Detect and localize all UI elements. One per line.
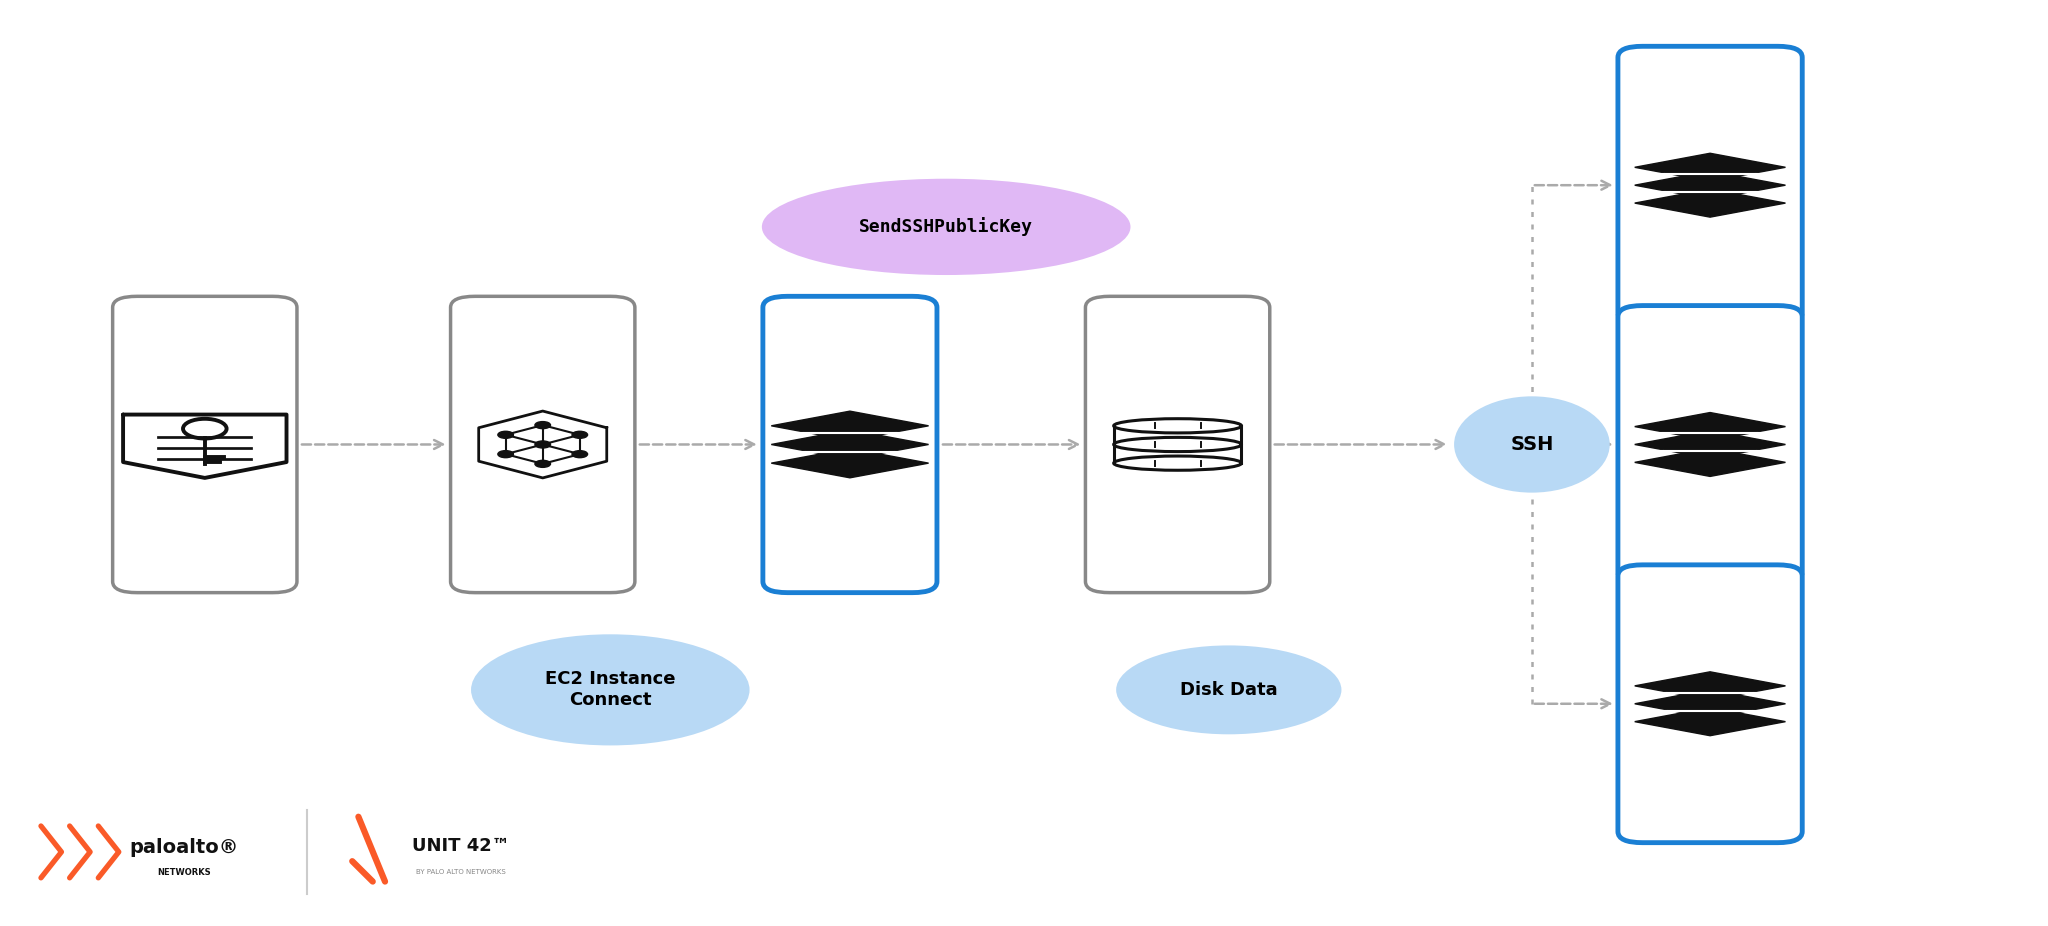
Text: SendSSHPublicKey: SendSSHPublicKey — [860, 218, 1032, 236]
Ellipse shape — [1116, 645, 1341, 734]
FancyBboxPatch shape — [113, 296, 297, 593]
Polygon shape — [1634, 707, 1786, 735]
Ellipse shape — [1454, 396, 1610, 493]
Polygon shape — [1634, 690, 1786, 718]
Circle shape — [571, 451, 588, 457]
Ellipse shape — [762, 179, 1130, 275]
Polygon shape — [772, 411, 928, 441]
Text: SSH: SSH — [1509, 435, 1554, 454]
Text: Disk Data: Disk Data — [1180, 681, 1278, 699]
Circle shape — [535, 460, 551, 468]
Polygon shape — [1634, 189, 1786, 217]
Polygon shape — [1634, 672, 1786, 700]
FancyBboxPatch shape — [1618, 46, 1802, 324]
Polygon shape — [1634, 171, 1786, 199]
Ellipse shape — [1114, 419, 1241, 433]
Ellipse shape — [1114, 456, 1241, 470]
Circle shape — [498, 432, 514, 438]
Polygon shape — [1634, 431, 1786, 458]
Ellipse shape — [1114, 437, 1241, 452]
FancyBboxPatch shape — [1618, 306, 1802, 583]
Polygon shape — [1634, 448, 1786, 476]
Circle shape — [535, 441, 551, 448]
Polygon shape — [772, 430, 928, 459]
Polygon shape — [772, 448, 928, 478]
Text: UNIT 42™: UNIT 42™ — [412, 837, 510, 856]
Text: EC2 Instance
Connect: EC2 Instance Connect — [545, 670, 676, 709]
FancyBboxPatch shape — [451, 296, 635, 593]
Text: BY PALO ALTO NETWORKS: BY PALO ALTO NETWORKS — [416, 870, 506, 875]
FancyBboxPatch shape — [1618, 565, 1802, 843]
Circle shape — [571, 432, 588, 438]
Bar — [1114, 426, 1241, 463]
Polygon shape — [1634, 413, 1786, 441]
Text: NETWORKS: NETWORKS — [158, 868, 211, 877]
Polygon shape — [1634, 153, 1786, 181]
Circle shape — [498, 451, 514, 457]
Text: paloalto®: paloalto® — [129, 838, 240, 857]
FancyBboxPatch shape — [762, 296, 938, 593]
Ellipse shape — [471, 634, 750, 745]
Circle shape — [535, 421, 551, 429]
FancyBboxPatch shape — [1085, 296, 1270, 593]
